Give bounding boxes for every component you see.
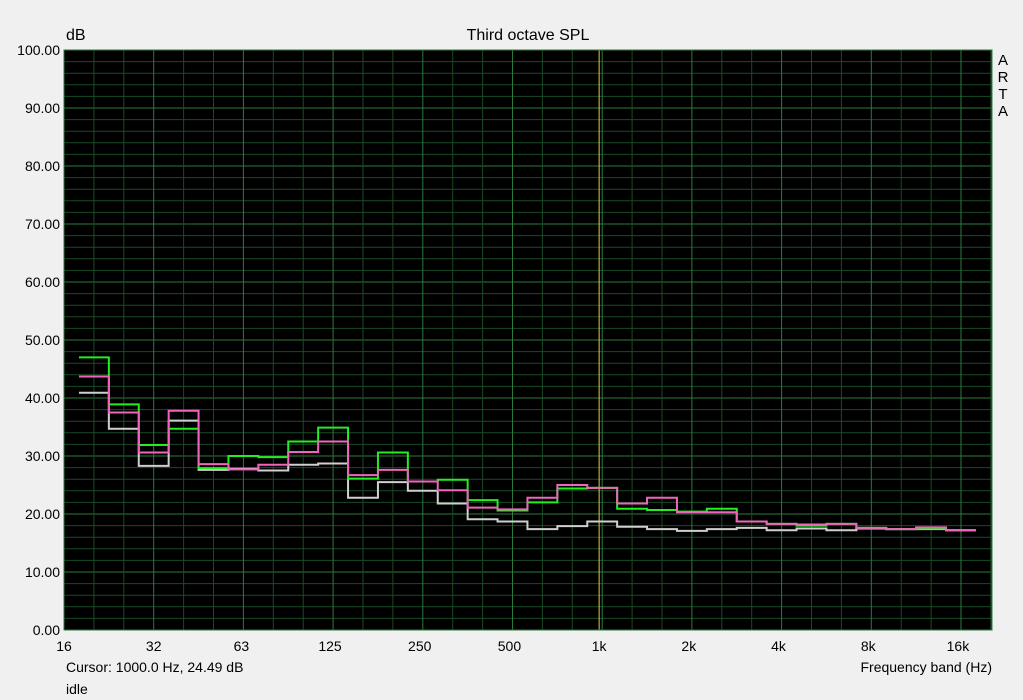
y-tick-label: 0.00 <box>33 622 60 638</box>
x-tick-label: 2k <box>681 638 697 654</box>
x-tick-label: 63 <box>234 638 250 654</box>
y-tick-label: 40.00 <box>25 390 60 406</box>
x-tick-label: 1k <box>592 638 608 654</box>
y-tick-label: 70.00 <box>25 216 60 232</box>
y-tick-label: 50.00 <box>25 332 60 348</box>
y-tick-label: 100.00 <box>17 42 60 58</box>
y-tick-label: 20.00 <box>25 506 60 522</box>
cursor-readout: Cursor: 1000.0 Hz, 24.49 dB <box>66 659 244 675</box>
plot-border <box>63 49 993 631</box>
y-tick-label: 10.00 <box>25 564 60 580</box>
series-2-line <box>78 375 976 532</box>
x-tick-label: 500 <box>498 638 522 654</box>
status-text: idle <box>66 681 88 697</box>
y-tick-label: 60.00 <box>25 274 60 290</box>
x-tick-label: 16 <box>56 638 72 654</box>
x-tick-label: 125 <box>318 638 342 654</box>
x-tick-label: 4k <box>771 638 787 654</box>
x-tick-label: 8k <box>861 638 877 654</box>
x-tick-label: 250 <box>408 638 432 654</box>
chart-title: Third octave SPL <box>466 27 590 44</box>
x-axis-label: Frequency band (Hz) <box>860 659 992 675</box>
y-tick-label: 90.00 <box>25 100 60 116</box>
y-axis-label: dB <box>66 27 86 44</box>
x-tick-label: 32 <box>146 638 162 654</box>
y-tick-label: 30.00 <box>25 448 60 464</box>
y-tick-label: 80.00 <box>25 158 60 174</box>
x-tick-label: 16k <box>947 638 971 654</box>
